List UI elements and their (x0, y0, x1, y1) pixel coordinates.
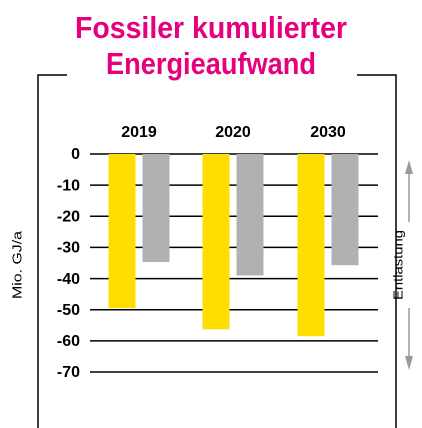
x-tick-label: 2019 (121, 124, 157, 141)
chart-title: Fossiler kumulierter (75, 10, 347, 45)
x-tick-label: 2030 (310, 124, 346, 141)
bar (142, 154, 170, 263)
bar (331, 154, 359, 266)
bar (108, 154, 136, 309)
y-tick-label: -70 (57, 364, 80, 381)
annotation: Entlastung (390, 230, 405, 300)
frame (357, 74, 397, 428)
y-tick-label: 0 (71, 146, 80, 163)
y-tick-label: -10 (57, 177, 80, 194)
bar (236, 154, 264, 276)
arrows (405, 160, 413, 370)
frame (37, 74, 67, 428)
chart-title: Energieaufwand (106, 46, 316, 81)
y-tick-label: -50 (57, 302, 80, 319)
y-tick-label: -40 (57, 271, 80, 288)
y-tick-label: -30 (57, 240, 80, 257)
bar (202, 154, 230, 330)
y-axis-label: Mio. GJ/a (9, 230, 24, 299)
bar (297, 154, 325, 337)
y-tick-label: -60 (57, 333, 80, 350)
x-tick-label: 2020 (215, 124, 251, 141)
y-tick-label: -20 (57, 209, 80, 226)
